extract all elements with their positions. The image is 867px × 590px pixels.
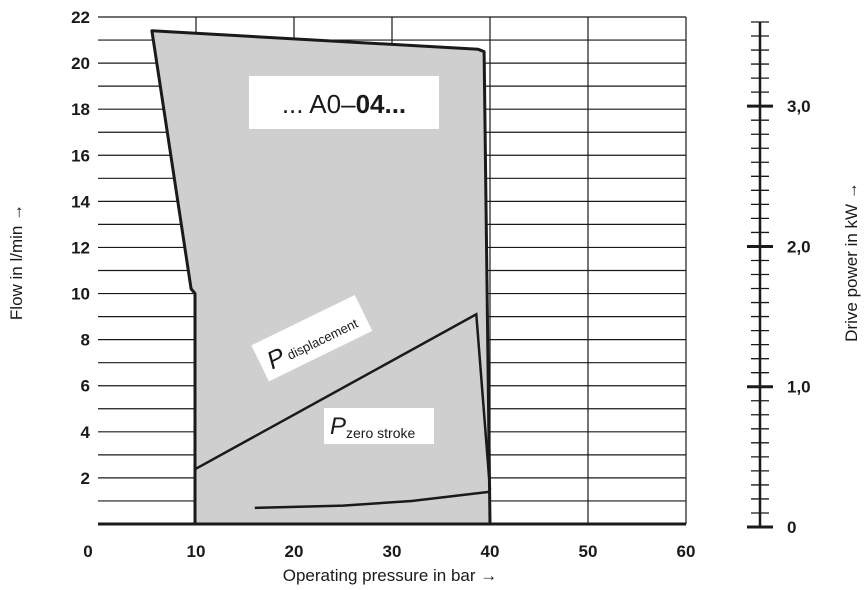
power-tick-label: 1,0: [787, 378, 811, 397]
y-tick-label: 6: [81, 377, 90, 396]
p-zero-stroke-p: P: [330, 413, 346, 440]
x-tick-label: 10: [187, 542, 206, 561]
curve-power-zero-stroke: [254, 490, 491, 510]
model-label-prefix: ... A0–: [282, 89, 356, 119]
power-tick-label: 3,0: [787, 97, 811, 116]
x-tick-label: 50: [579, 542, 598, 561]
x-tick-label: 60: [677, 542, 696, 561]
y-tick-label: 12: [71, 238, 90, 257]
y-tick-label: 8: [81, 331, 90, 350]
y-tick-label: 18: [71, 100, 90, 119]
x-tick-label: 20: [285, 542, 304, 561]
x-tick-label: 40: [481, 542, 500, 561]
curve-power-displacement: [195, 312, 492, 490]
power-axis: 0 1,0 2,0 3,0: [747, 21, 811, 537]
model-label-box: [249, 76, 439, 129]
y-tick-label: 10: [71, 285, 90, 304]
x-axis-title: Operating pressure in bar →: [283, 566, 498, 585]
p-zero-stroke-sub: zero stroke: [346, 425, 415, 441]
y-tick-labels: 2 4 6 8 10 12 14 16 18 20 22: [71, 8, 90, 488]
power-axis-title: Drive power in kW →: [842, 182, 861, 342]
p-displacement-label-box: [251, 294, 373, 382]
model-label: ... A0–04...: [282, 89, 406, 119]
power-tick-label: 0: [787, 518, 796, 537]
x-tick-label: 30: [383, 542, 402, 561]
y-tick-label: 22: [71, 8, 90, 27]
p-zero-stroke-label: Pzero stroke: [330, 413, 415, 441]
model-label-bold: 04...: [356, 89, 407, 119]
y-tick-label: 2: [81, 469, 90, 488]
y-axis-title: Flow in l/min →: [7, 204, 26, 320]
x-tick-labels: 0 10 20 30 40 50 60: [83, 542, 695, 561]
x-tick-label: 0: [83, 542, 92, 561]
power-axis-ticks: 0 1,0 2,0 3,0: [747, 21, 811, 537]
y-tick-label: 14: [71, 192, 90, 211]
p-displacement-label-group: P displacement: [251, 294, 373, 382]
y-tick-label: 16: [71, 146, 90, 165]
y-tick-label: 20: [71, 54, 90, 73]
y-tick-label: 4: [81, 423, 91, 442]
power-tick-label: 2,0: [787, 237, 811, 256]
p-zero-stroke-label-box: [324, 408, 434, 444]
